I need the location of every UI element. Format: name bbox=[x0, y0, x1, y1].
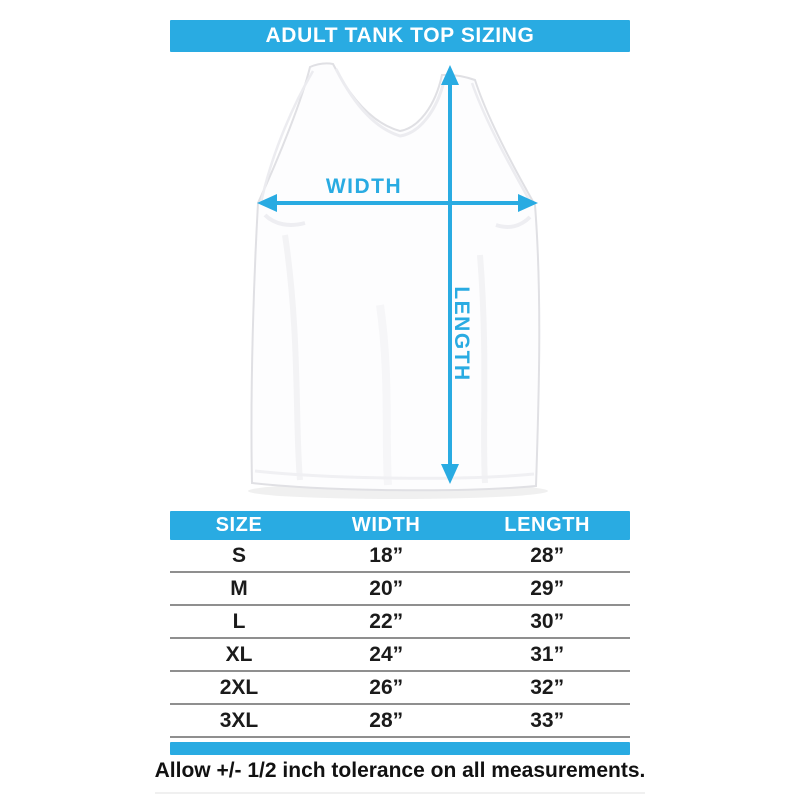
width-arrow-icon bbox=[257, 194, 538, 212]
width-cell: 18” bbox=[369, 543, 404, 567]
length-cell: 33” bbox=[530, 708, 565, 732]
bottom-divider bbox=[155, 792, 645, 794]
table-row-2xl: 2XL 26” 32” bbox=[170, 672, 630, 705]
table-row-m: M 20” 29” bbox=[170, 573, 630, 606]
size-cell: L bbox=[232, 609, 246, 633]
width-measure-label: WIDTH bbox=[325, 175, 403, 198]
table-row-s: S 18” 28” bbox=[170, 540, 630, 573]
width-cell: 22” bbox=[369, 609, 404, 633]
table-row-xl: XL 24” 31” bbox=[170, 639, 630, 672]
table-row-l: L 22” 30” bbox=[170, 606, 630, 639]
size-table-header: SIZE WIDTH LENGTH bbox=[170, 511, 630, 540]
width-cell: 28” bbox=[369, 708, 404, 732]
column-header-length: LENGTH bbox=[504, 514, 591, 536]
tolerance-note: Allow +/- 1/2 inch tolerance on all meas… bbox=[154, 759, 646, 782]
title-bar: ADULT TANK TOP SIZING bbox=[170, 20, 630, 52]
size-cell: S bbox=[231, 543, 246, 567]
column-header-size: SIZE bbox=[215, 514, 263, 536]
length-cell: 32” bbox=[530, 675, 565, 699]
size-cell: 2XL bbox=[219, 675, 259, 699]
size-cell: XL bbox=[225, 642, 253, 666]
size-cell: M bbox=[230, 576, 248, 600]
tank-top-illustration bbox=[248, 62, 548, 499]
size-table: SIZE WIDTH LENGTH S 18” 28” M 20” 29” L … bbox=[170, 511, 630, 755]
width-cell: 24” bbox=[369, 642, 404, 666]
page-title: ADULT TANK TOP SIZING bbox=[265, 24, 535, 47]
table-bottom-accent-bar bbox=[170, 742, 630, 755]
tank-top-diagram: WIDTH LENGTH bbox=[230, 55, 570, 535]
length-cell: 31” bbox=[530, 642, 565, 666]
length-measure-label: LENGTH bbox=[450, 286, 473, 382]
table-row-3xl: 3XL 28” 33” bbox=[170, 705, 630, 738]
width-cell: 20” bbox=[369, 576, 404, 600]
length-arrow-icon bbox=[441, 65, 459, 484]
width-cell: 26” bbox=[369, 675, 404, 699]
length-cell: 29” bbox=[530, 576, 565, 600]
length-cell: 28” bbox=[530, 543, 565, 567]
column-header-width: WIDTH bbox=[351, 514, 421, 536]
length-cell: 30” bbox=[530, 609, 565, 633]
size-cell: 3XL bbox=[219, 708, 259, 732]
